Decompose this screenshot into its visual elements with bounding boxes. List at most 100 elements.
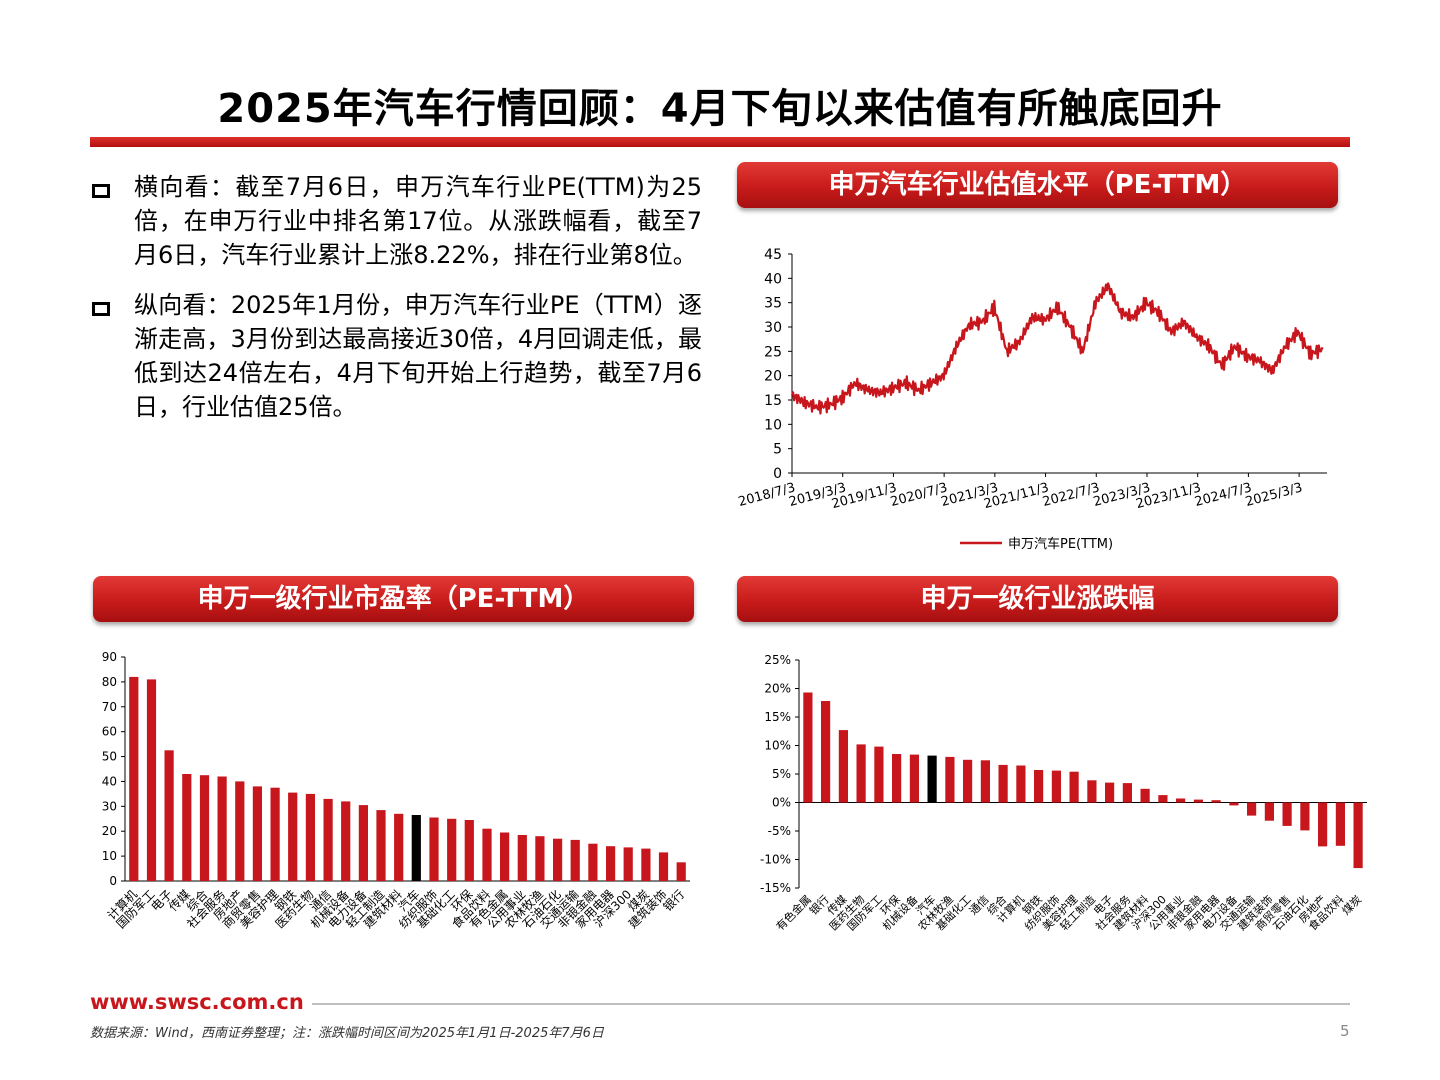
y-tick-label: -15% [760, 881, 791, 895]
bar [1353, 802, 1363, 869]
bar [570, 839, 580, 881]
bar [305, 793, 315, 881]
bullet-item: 横向看：截至7月6日，申万汽车行业PE(TTM)为25倍，在申万行业中排名第17… [92, 170, 702, 272]
bar [803, 692, 813, 803]
footer-source: 数据来源：Wind，西南证券整理；注：涨跌幅时间区间为2025年1月1日-202… [90, 1026, 604, 1041]
bar [553, 838, 563, 881]
bar [1016, 765, 1026, 803]
bar [927, 755, 937, 803]
y-tick-label: 50 [102, 750, 117, 764]
bar [1300, 802, 1310, 831]
bar [1158, 795, 1168, 803]
bar [447, 818, 457, 881]
y-tick-label: 90 [102, 650, 117, 664]
bar [535, 836, 545, 881]
industry-pe-bar-chart: 0102030405060708090计算机国防军工电子传媒综合社会服务房地产商… [102, 650, 690, 931]
y-tick-label: 10 [102, 849, 117, 863]
bar [394, 813, 404, 881]
bar [1264, 802, 1274, 821]
bar [909, 754, 919, 803]
bar [1247, 802, 1257, 816]
bar [270, 787, 280, 881]
legend-label: 申万汽车PE(TTM) [1008, 536, 1113, 552]
y-tick-label: 10 [764, 417, 782, 433]
bar [658, 852, 669, 881]
y-tick-label: 25 [764, 344, 782, 360]
bar [500, 832, 510, 881]
bar [376, 810, 386, 881]
bar [945, 756, 955, 803]
bar [164, 750, 174, 881]
bullet-text: 纵向看：2025年1月份，申万汽车行业PE（TTM）逐渐走高，3月份到达最高接近… [134, 291, 702, 421]
y-tick-label: 25% [764, 653, 791, 667]
y-tick-label: 0 [109, 874, 117, 888]
bar [606, 846, 616, 881]
bar [588, 843, 598, 881]
footer-divider [312, 1003, 1350, 1005]
bar [856, 744, 866, 803]
bar [676, 862, 686, 881]
bar [1193, 799, 1203, 803]
y-tick-label: 35 [764, 296, 782, 312]
bar [517, 835, 527, 881]
x-tick-label: 有色金属 [773, 892, 814, 933]
bar [641, 848, 651, 881]
y-tick-label: 80 [102, 675, 117, 689]
bullet-list: 横向看：截至7月6日，申万汽车行业PE(TTM)为25倍，在申万行业中排名第17… [92, 170, 702, 440]
page-number: 5 [1340, 1022, 1350, 1040]
bar [821, 701, 831, 803]
bar [464, 820, 474, 881]
y-tick-label: 60 [102, 725, 117, 739]
bar [199, 775, 210, 881]
y-tick-label: -5% [768, 824, 791, 838]
bar [1211, 800, 1221, 803]
bar [1087, 780, 1097, 803]
bar [217, 776, 227, 881]
y-tick-label: 40 [102, 774, 117, 788]
footer-url[interactable]: www.swsc.com.cn [90, 990, 304, 1014]
y-tick-label: 20 [102, 824, 117, 838]
bar [482, 828, 492, 881]
square-bullet-icon [92, 184, 110, 198]
y-tick-label: 15 [764, 393, 782, 409]
panel-header-pe-history: 申万汽车行业估值水平（PE-TTM） [737, 162, 1338, 208]
y-tick-label: 0% [772, 796, 791, 810]
bar [874, 746, 884, 803]
bar [892, 754, 902, 803]
x-tick-label: 煤炭 [1339, 893, 1364, 918]
y-tick-label: 30 [764, 320, 782, 336]
x-tick-label: 2025/3/3 [1244, 480, 1304, 510]
bar [341, 801, 351, 881]
bar [235, 781, 245, 881]
bar [1229, 802, 1239, 806]
bar [1122, 783, 1132, 803]
y-tick-label: 20 [764, 369, 782, 385]
bar [129, 676, 139, 881]
y-tick-label: 0 [773, 466, 782, 482]
bar [1282, 802, 1292, 826]
y-tick-label: 15% [764, 710, 791, 724]
bar [1318, 802, 1328, 847]
bar [963, 759, 973, 803]
pe-history-line-chart: 0510152025303540452018/7/32019/3/32019/1… [737, 247, 1327, 552]
y-tick-label: 20% [764, 682, 791, 696]
bar [323, 798, 333, 881]
bar [146, 679, 157, 881]
bar [1034, 770, 1044, 803]
y-tick-label: 30 [102, 799, 117, 813]
panel-header-change-industry: 申万一级行业涨跌幅 [737, 576, 1338, 622]
bar [411, 815, 421, 881]
y-tick-label: 40 [764, 271, 782, 287]
y-tick-label: 45 [764, 247, 782, 263]
bar [838, 730, 848, 803]
bar [1051, 770, 1061, 803]
bar [1176, 798, 1186, 803]
bar [998, 764, 1008, 803]
series-line-0 [790, 282, 1324, 415]
bar [1335, 802, 1345, 846]
bullet-item: 纵向看：2025年1月份，申万汽车行业PE（TTM）逐渐走高，3月份到达最高接近… [92, 288, 702, 424]
y-tick-label: 5% [772, 767, 791, 781]
square-bullet-icon [92, 302, 110, 316]
y-tick-label: 70 [102, 700, 117, 714]
industry-change-bar-chart: -15%-10%-5%0%5%10%15%20%25%有色金属银行传媒医药生物国… [760, 653, 1367, 933]
